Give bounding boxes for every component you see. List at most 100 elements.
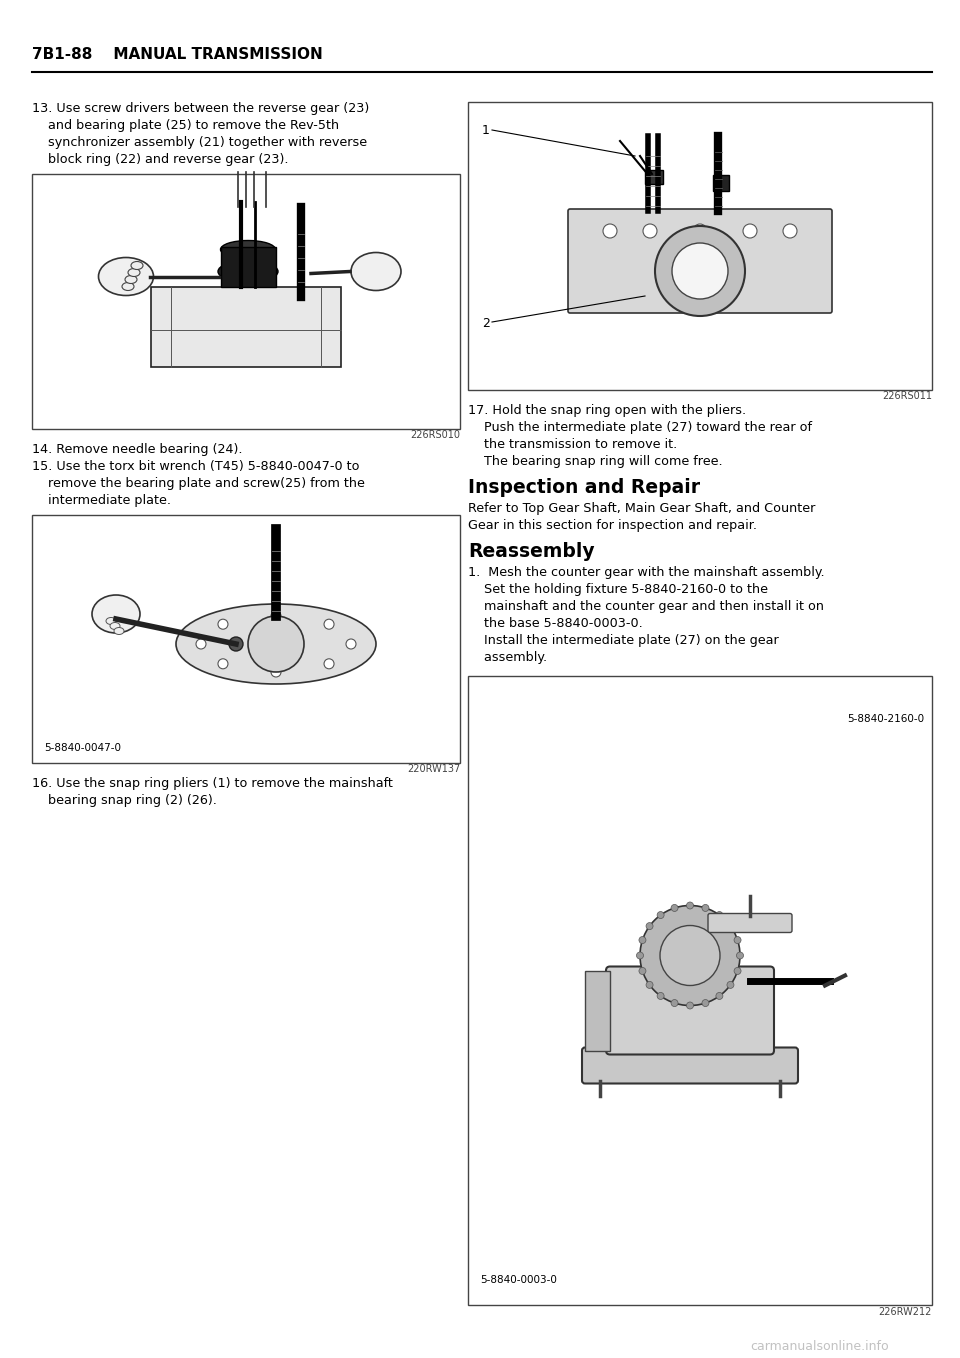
Text: 226RW212: 226RW212 (878, 1306, 932, 1317)
Ellipse shape (92, 595, 140, 633)
Circle shape (702, 999, 708, 1006)
Text: carmanualsonline.info: carmanualsonline.info (751, 1340, 889, 1353)
Circle shape (643, 224, 657, 238)
FancyBboxPatch shape (606, 967, 774, 1055)
Circle shape (736, 952, 743, 959)
Circle shape (229, 637, 243, 650)
Circle shape (646, 982, 653, 989)
Circle shape (271, 611, 281, 621)
Circle shape (636, 952, 643, 959)
Text: 1.  Mesh the counter gear with the mainshaft assembly.: 1. Mesh the counter gear with the mainsh… (468, 566, 825, 579)
Text: 5-8840-0047-0: 5-8840-0047-0 (44, 743, 121, 752)
Bar (468, 676, 932, 1305)
Circle shape (686, 902, 693, 909)
Circle shape (271, 667, 281, 678)
Bar (585, 971, 610, 1051)
Circle shape (716, 993, 723, 999)
Circle shape (218, 659, 228, 668)
Text: intermediate plate.: intermediate plate. (32, 494, 171, 507)
Text: 2: 2 (482, 316, 490, 330)
Circle shape (640, 906, 740, 1005)
Ellipse shape (114, 627, 124, 634)
Text: 5-8840-0003-0: 5-8840-0003-0 (480, 1275, 557, 1285)
Text: The bearing snap ring will come free.: The bearing snap ring will come free. (468, 455, 723, 469)
Bar (645, 170, 663, 183)
Circle shape (324, 659, 334, 668)
Circle shape (603, 224, 617, 238)
Text: Refer to Top Gear Shaft, Main Gear Shaft, and Counter: Refer to Top Gear Shaft, Main Gear Shaft… (468, 502, 815, 515)
Text: bearing snap ring (2) (26).: bearing snap ring (2) (26). (32, 794, 217, 807)
Circle shape (727, 982, 734, 989)
Ellipse shape (110, 622, 120, 630)
Text: the base 5-8840-0003-0.: the base 5-8840-0003-0. (468, 617, 643, 630)
Circle shape (218, 619, 228, 629)
Circle shape (734, 937, 741, 944)
Circle shape (702, 904, 708, 911)
Circle shape (671, 999, 678, 1006)
Circle shape (324, 619, 334, 629)
Text: the transmission to remove it.: the transmission to remove it. (468, 439, 677, 451)
Circle shape (743, 224, 757, 238)
FancyBboxPatch shape (582, 1047, 798, 1084)
Text: Gear in this section for inspection and repair.: Gear in this section for inspection and … (468, 519, 757, 532)
Text: remove the bearing plate and screw(25) from the: remove the bearing plate and screw(25) f… (32, 477, 365, 490)
Text: 7B1-88    MANUAL TRANSMISSION: 7B1-88 MANUAL TRANSMISSION (32, 48, 323, 62)
Bar (151, 287, 341, 367)
Ellipse shape (122, 282, 134, 291)
Text: 5-8840-2160-0: 5-8840-2160-0 (847, 714, 924, 724)
Text: Reassembly: Reassembly (468, 542, 594, 561)
Text: block ring (22) and reverse gear (23).: block ring (22) and reverse gear (23). (32, 153, 289, 166)
Text: 226RS010: 226RS010 (410, 430, 460, 440)
Circle shape (660, 926, 720, 986)
Text: and bearing plate (25) to remove the Rev-5th: and bearing plate (25) to remove the Rev… (32, 120, 339, 132)
Circle shape (646, 922, 653, 930)
Text: 15. Use the torx bit wrench (T45) 5-8840-0047-0 to: 15. Use the torx bit wrench (T45) 5-8840… (32, 460, 359, 473)
Circle shape (734, 967, 741, 975)
Ellipse shape (99, 258, 154, 296)
FancyBboxPatch shape (708, 914, 792, 933)
Circle shape (672, 243, 728, 299)
Bar (468, 102, 932, 390)
Circle shape (727, 922, 734, 930)
Ellipse shape (351, 253, 401, 291)
Text: 14. Remove needle bearing (24).: 14. Remove needle bearing (24). (32, 443, 243, 456)
FancyBboxPatch shape (568, 209, 832, 312)
Ellipse shape (218, 261, 278, 282)
Text: 226RS011: 226RS011 (882, 391, 932, 401)
Text: 17. Hold the snap ring open with the pliers.: 17. Hold the snap ring open with the pli… (468, 403, 746, 417)
Ellipse shape (128, 269, 140, 277)
Text: Push the intermediate plate (27) toward the rear of: Push the intermediate plate (27) toward … (468, 421, 812, 435)
Bar (221, 247, 276, 287)
Circle shape (686, 1002, 693, 1009)
Ellipse shape (106, 618, 116, 625)
Circle shape (716, 911, 723, 918)
Circle shape (657, 993, 664, 999)
Circle shape (346, 640, 356, 649)
Ellipse shape (176, 604, 376, 684)
Circle shape (693, 224, 707, 238)
Circle shape (671, 904, 678, 911)
Bar (32, 515, 460, 763)
Circle shape (783, 224, 797, 238)
Text: 1: 1 (482, 124, 490, 137)
Ellipse shape (125, 276, 137, 284)
Text: 13. Use screw drivers between the reverse gear (23): 13. Use screw drivers between the revers… (32, 102, 370, 115)
Text: Inspection and Repair: Inspection and Repair (468, 478, 700, 497)
Bar (32, 174, 460, 429)
Text: Install the intermediate plate (27) on the gear: Install the intermediate plate (27) on t… (468, 634, 779, 646)
Circle shape (196, 640, 206, 649)
Circle shape (248, 617, 304, 672)
Circle shape (657, 911, 664, 918)
Text: 16. Use the snap ring pliers (1) to remove the mainshaft: 16. Use the snap ring pliers (1) to remo… (32, 777, 393, 790)
Circle shape (639, 967, 646, 975)
Text: 220RW137: 220RW137 (407, 765, 460, 774)
Text: assembly.: assembly. (468, 650, 547, 664)
Circle shape (655, 225, 745, 316)
Ellipse shape (131, 262, 143, 269)
Text: Set the holding fixture 5-8840-2160-0 to the: Set the holding fixture 5-8840-2160-0 to… (468, 583, 768, 596)
Bar (713, 175, 729, 191)
Circle shape (639, 937, 646, 944)
Text: synchronizer assembly (21) together with reverse: synchronizer assembly (21) together with… (32, 136, 367, 149)
Text: mainshaft and the counter gear and then install it on: mainshaft and the counter gear and then … (468, 600, 824, 612)
Ellipse shape (221, 240, 276, 258)
